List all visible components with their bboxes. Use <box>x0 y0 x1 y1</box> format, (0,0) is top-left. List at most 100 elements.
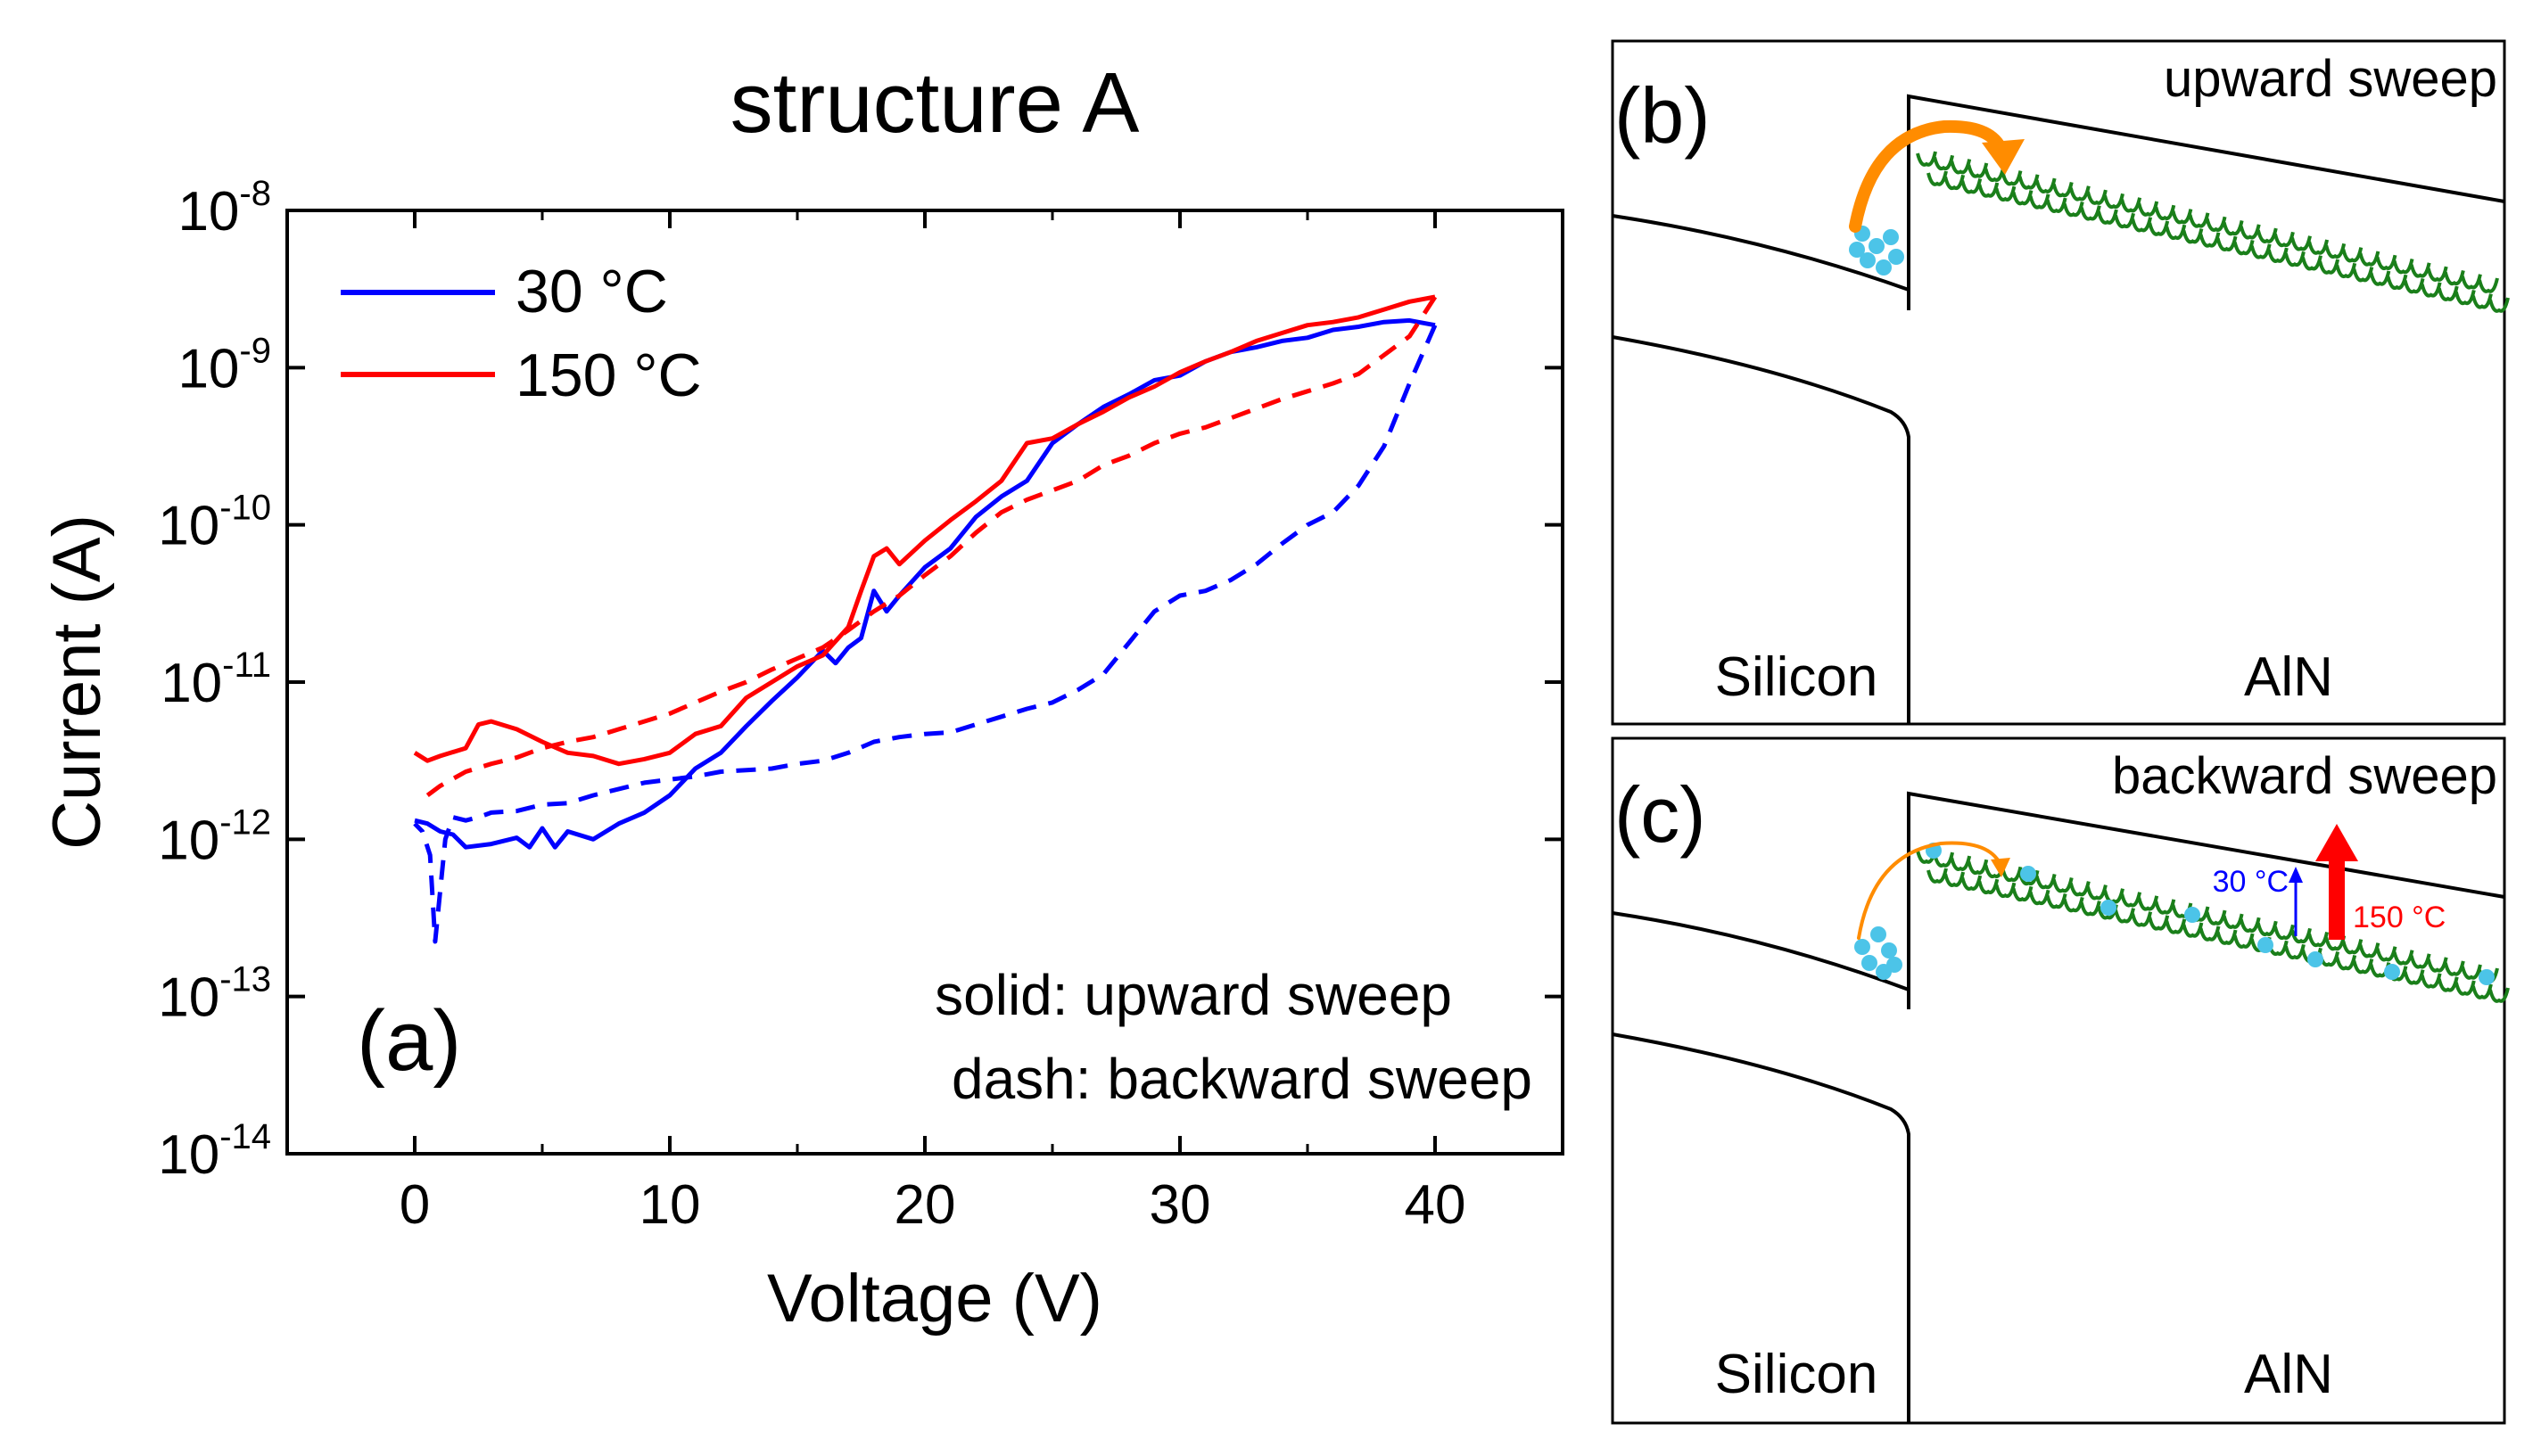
trap-glyph <box>2068 881 2091 897</box>
trap-glyph <box>2148 915 2170 931</box>
x-tick-label: 30 <box>1150 1174 1211 1236</box>
trap-glyph <box>2205 216 2227 232</box>
trap-glyph <box>2375 946 2397 962</box>
trap-states <box>1916 151 2510 313</box>
x-ticks: 0 10 20 30 40 <box>285 210 1564 1236</box>
x-tick-label: 10 <box>639 1174 701 1236</box>
trap-glyph <box>2386 274 2408 290</box>
trap-glyph <box>2335 262 2357 279</box>
emission-arrow <box>1857 841 2003 940</box>
trap-glyph <box>2307 931 2330 948</box>
y-ticks: 10-8 10-9 10-10 10-11 10-12 10-13 10-14 <box>158 174 1563 1186</box>
trap-glyph <box>2001 170 2023 186</box>
trap-glyph <box>2392 950 2414 966</box>
note-solid: solid: upward sweep <box>935 963 1452 1027</box>
trap-glyph <box>2137 895 2159 911</box>
trap-glyph <box>2011 190 2034 206</box>
trap-glyph <box>2488 987 2510 1003</box>
trap-glyph <box>2283 943 2306 960</box>
trap-glyph <box>2358 942 2380 958</box>
trap-glyph <box>2154 899 2176 915</box>
trap-glyph <box>1926 868 1948 884</box>
trap-glyph <box>1933 851 1955 868</box>
panel-label-a: (a) <box>357 993 461 1089</box>
trap-glyph <box>2478 277 2499 293</box>
trap-glyph <box>2392 259 2414 275</box>
chart-series-group <box>413 294 1438 944</box>
electron-cluster <box>1849 226 1904 276</box>
trap-glyph <box>2131 217 2153 233</box>
panel-c-title: backward sweep <box>2112 747 2497 805</box>
trap-glyph <box>2273 231 2295 248</box>
trap-glyph <box>1916 151 1937 167</box>
trap-glyph <box>2341 247 2364 263</box>
trap-glyph <box>2096 209 2118 225</box>
x-tick-label: 0 <box>400 1174 430 1236</box>
trap-glyph <box>2068 185 2091 202</box>
trap-glyph <box>2375 254 2397 270</box>
chart-title: structure A <box>730 55 1140 151</box>
trap-glyph <box>2273 924 2295 941</box>
trap-glyph <box>2215 235 2238 251</box>
trap-glyph <box>2403 969 2425 985</box>
trap-glyph <box>2182 228 2204 244</box>
trap-glyph <box>2369 270 2391 286</box>
trap-glyph <box>2341 939 2364 955</box>
trap-glyph <box>2062 897 2084 913</box>
arrow-150c-head <box>2315 824 2358 861</box>
x-axis-label: Voltage (V) <box>767 1261 1102 1337</box>
trap-glyph <box>2409 262 2431 278</box>
trap-glyph <box>2426 957 2448 973</box>
trap-glyph <box>2120 892 2142 908</box>
y-axis-label: Current (A) <box>39 514 115 850</box>
panel-b-title: upward sweep <box>2164 50 2497 108</box>
trap-glyph <box>2131 911 2153 927</box>
trap-glyph <box>2454 289 2476 306</box>
trap-glyph <box>1926 170 1948 186</box>
trap-glyph <box>1943 871 1966 887</box>
trap-glyph <box>2171 209 2193 225</box>
panel-c-frame <box>1611 736 2506 1425</box>
electron-cluster <box>1854 926 1902 980</box>
trap-glyph <box>2205 909 2227 925</box>
trap-glyph <box>2034 873 2057 890</box>
trap-glyph <box>2409 953 2431 969</box>
trap-glyph <box>2114 212 2135 229</box>
trap-glyph <box>2028 193 2050 210</box>
trap-glyph <box>2352 958 2374 975</box>
trap-glyph <box>2085 884 2108 901</box>
y-tick-label: 10-11 <box>161 646 271 714</box>
trap-glyph <box>2017 174 2040 190</box>
trap-glyph <box>2283 251 2306 267</box>
trap-glyph <box>2222 913 2244 929</box>
trap-glyph <box>2034 177 2057 193</box>
trap-glyph <box>1933 154 1955 171</box>
trap-glyph <box>2079 901 2101 917</box>
trap-glyph <box>2103 193 2124 210</box>
trap-glyph <box>2437 285 2459 301</box>
panel-b-silicon-label: Silicon <box>1715 646 1878 708</box>
trap-glyph <box>2403 278 2425 294</box>
trap-glyph <box>2256 920 2278 936</box>
trap-glyph <box>2165 918 2187 934</box>
trap-glyph <box>2324 243 2347 259</box>
aln-conduction-band <box>1907 94 2505 310</box>
trap-glyph <box>2249 243 2272 259</box>
trap-glyph <box>2443 960 2465 976</box>
trap-glyph <box>1950 159 1972 175</box>
trap-glyph <box>2301 255 2322 271</box>
trap-states <box>1916 848 2510 1003</box>
trap-glyph <box>2358 251 2380 267</box>
trap-glyph <box>2215 929 2238 945</box>
panel-c-aln-label: AlN <box>2244 1344 2333 1405</box>
trap-glyph <box>2460 964 2482 980</box>
trap-glyph <box>2182 922 2204 938</box>
x-tick-label: 40 <box>1405 1174 1466 1236</box>
panel-c: (c) backward sweep 30 °C 150 °C Silicon … <box>1611 736 2510 1425</box>
trap-glyph <box>2420 282 2442 298</box>
aln-conduction-band <box>1907 791 2505 1009</box>
trap-glyph <box>2079 205 2101 221</box>
emission-arrowhead <box>1982 139 2025 175</box>
trap-glyph <box>1960 875 1983 891</box>
